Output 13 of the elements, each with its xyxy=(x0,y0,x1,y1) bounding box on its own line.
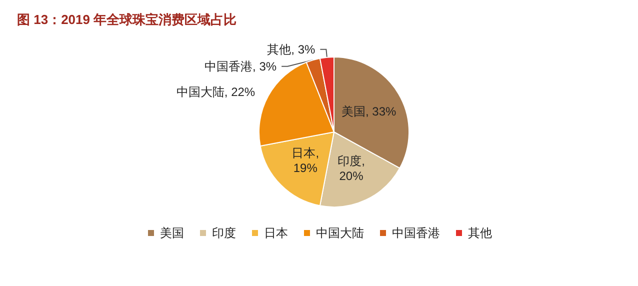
data-label: 日本, 19% xyxy=(292,146,320,176)
legend-label: 印度 xyxy=(212,226,236,240)
legend-label: 中国香港 xyxy=(392,226,440,240)
data-label: 其他, 3% xyxy=(267,42,316,56)
legend-label: 中国大陆 xyxy=(316,226,364,240)
chart-title: 图 13：2019 年全球珠宝消费区域占比 xyxy=(17,12,237,27)
legend-label: 日本 xyxy=(264,226,288,240)
data-label: 美国, 33% xyxy=(342,104,397,118)
data-label: 中国香港, 3% xyxy=(204,59,277,74)
legend-label: 美国 xyxy=(160,226,184,240)
data-label: 中国大陆, 22% xyxy=(176,85,256,100)
legend-label: 其他 xyxy=(468,226,492,240)
data-label: 印度, 20% xyxy=(338,154,365,184)
